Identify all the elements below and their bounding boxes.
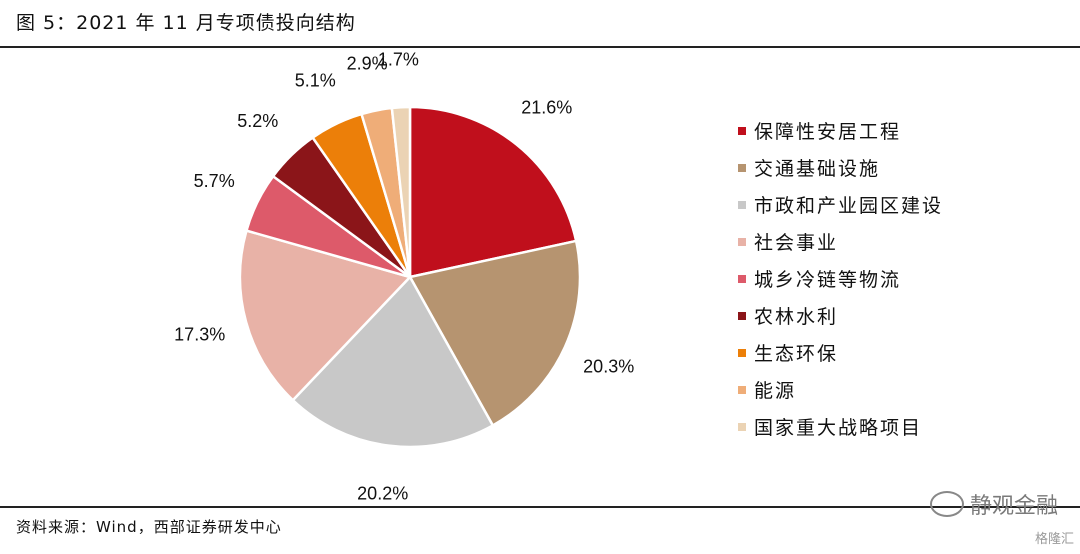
legend-label: 保障性安居工程 — [754, 121, 902, 143]
legend-swatch — [738, 200, 746, 209]
data-label-4: 17.3% — [174, 325, 225, 345]
legend-swatch — [738, 348, 746, 357]
legend-swatch — [738, 237, 746, 246]
legend-item: 城乡冷链等物流 — [738, 260, 943, 297]
legend-swatch — [738, 274, 746, 283]
wechat-icon — [929, 491, 964, 517]
data-label-5: 5.7% — [194, 171, 235, 191]
legend-item: 能源 — [738, 371, 943, 408]
legend-label: 市政和产业园区建设 — [754, 195, 944, 217]
legend: 保障性安居工程 交通基础设施市政和产业园区建设 社会事业城乡冷链等物流 农林水利生态环… — [738, 112, 943, 445]
watermark-sub: 格隆汇 — [1034, 532, 1074, 547]
data-label-7: 5.1% — [295, 71, 336, 91]
legend-label: 国家重大战略项目 — [754, 417, 923, 439]
legend-item: 国家重大战略项目 — [738, 408, 943, 445]
source-note: 资料来源：Wind，西部证券研发中心 — [16, 518, 282, 536]
legend-swatch — [738, 385, 746, 394]
slice-9 — [390, 105, 412, 278]
legend-label: 交通基础设施 — [754, 158, 881, 180]
legend-item: 市政和产业园区建设 — [738, 186, 943, 223]
data-label-9: 1.7% — [378, 49, 419, 69]
legend-item: 保障性安居工程 — [738, 112, 943, 149]
pie-chart: 21.6% 20.3% 20.2% 17.3% 5.7% 5.2% 5.1% 2.9%1.7% — [174, 49, 634, 503]
legend-item: 农林水利 — [738, 297, 943, 334]
legend-item: 交通基础设施 — [738, 149, 943, 186]
bottom-rule — [0, 506, 1080, 508]
legend-label: 农林水利 — [754, 306, 839, 328]
legend-label: 生态环保 — [754, 343, 839, 365]
legend-label: 城乡冷链等物流 — [754, 269, 902, 291]
legend-swatch — [738, 163, 746, 172]
slice-2 — [408, 239, 582, 428]
slice-3 — [291, 274, 495, 449]
top-rule — [0, 46, 1080, 48]
watermark: 静观金融 — [929, 488, 1058, 520]
legend-swatch — [738, 126, 746, 135]
data-label-3: 20.2% — [357, 483, 408, 503]
legend-swatch — [738, 422, 746, 431]
legend-item: 生态环保 — [738, 334, 943, 371]
data-label-8: 2.9% — [347, 53, 388, 73]
slice-4 — [238, 229, 413, 402]
legend-label: 社会事业 — [754, 232, 839, 254]
data-label-2: 20.3% — [583, 357, 634, 377]
data-label-1: 21.6% — [521, 97, 572, 117]
legend-swatch — [738, 311, 746, 320]
data-label-6: 5.2% — [237, 111, 278, 131]
slice-1 — [408, 105, 578, 279]
legend-label: 能源 — [754, 380, 797, 402]
chart-title: 图 5：2021 年 11 月专项债投向结构 — [16, 12, 356, 34]
watermark-text: 静观金融 — [969, 494, 1058, 519]
legend-item: 社会事业 — [738, 223, 943, 260]
